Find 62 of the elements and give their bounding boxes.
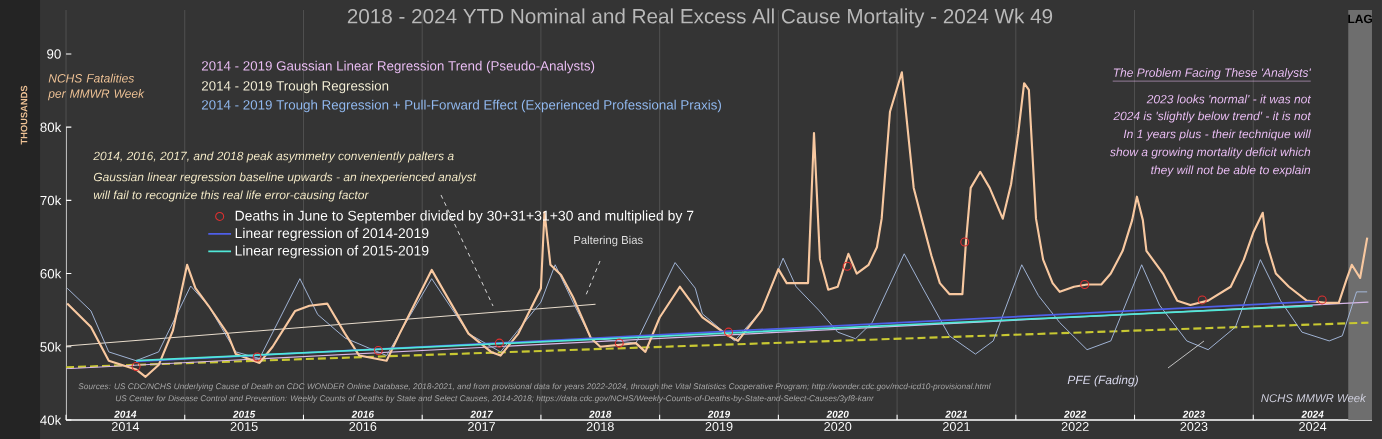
x-tick-label: 2019 bbox=[707, 410, 731, 418]
x2-tick-label: 2024 bbox=[1299, 422, 1327, 431]
x-tick-label: 2020 bbox=[826, 410, 849, 418]
point bbox=[252, 352, 262, 362]
point bbox=[723, 327, 734, 337]
x-tick-label: 2018 bbox=[589, 410, 612, 418]
x-tick-label: 2015 bbox=[232, 410, 256, 418]
annotation: show a growing mortality deficit which bbox=[1110, 147, 1311, 159]
annotation: PFE (Fading) bbox=[1067, 375, 1138, 387]
annotation: US Center for Disease Control and Prevention: Weekly Counts of Deaths by State and Select Causes, 2014-2018; https://data.cdc.gov/NCHS/Weekly-Counts-of-Deaths-by-State-and-Select-Causes/3yf8-kanr bbox=[115, 395, 875, 403]
y-tick-label: 50k bbox=[40, 341, 62, 352]
y-tick-label: 40k bbox=[40, 415, 62, 425]
x-tick-label: 2021 bbox=[945, 410, 968, 418]
annotation: 2014 - 2019 Trough Regression + Pull-Forward Effect (Experienced Professional Praxis) bbox=[201, 99, 721, 113]
annotation: 2014 - 2019 Trough Regression bbox=[201, 80, 389, 94]
x2-tick-label: 2016 bbox=[349, 422, 377, 431]
point bbox=[131, 362, 141, 372]
x2-tick-label: 2023 bbox=[1180, 422, 1208, 431]
y-tick-label: 70k bbox=[40, 195, 62, 206]
x-tick-label: 2024 bbox=[1301, 410, 1324, 418]
annotation: Sources: US CDC/NCHS Underlying Cause of Death on CDC WONDER Online Database, 2018-2021, and from provisional data for years 2022-2024, through the Vital Statistics Cooperative Program; http://wonder.cdc.gov/mcd-icd10-provisional.html bbox=[78, 383, 991, 391]
point bbox=[1197, 295, 1207, 305]
x2-tick-label: 2017 bbox=[468, 422, 496, 431]
point bbox=[1080, 280, 1090, 290]
annotation: 2014, 2016, 2017, and 2018 peak asymmetry conveniently palters a bbox=[93, 151, 454, 163]
legend-label: Linear regression of 2014-2019 bbox=[235, 227, 429, 241]
x-tick-label: 2016 bbox=[351, 410, 374, 418]
x-tick-label: 2017 bbox=[470, 410, 494, 418]
x-axis-title: NCHS MMWR Week bbox=[1261, 393, 1367, 403]
x2-tick-label: 2015 bbox=[230, 422, 258, 431]
x2-tick-label: 2018 bbox=[586, 422, 614, 431]
x2-tick-label: 2014 bbox=[111, 422, 140, 431]
point bbox=[842, 261, 852, 271]
annotation: In 1 years plus - their technique will bbox=[1123, 129, 1311, 141]
annotation: The Problem Facing These 'Analysts' bbox=[1113, 68, 1312, 80]
y-tick-label: 80k bbox=[40, 122, 62, 133]
annotation: 2023 looks 'normal' - it was not bbox=[1146, 94, 1312, 104]
x2-tick-label: 2021 bbox=[942, 422, 970, 431]
y-tick-label: 90 bbox=[47, 49, 61, 59]
annotation: Gaussian linear regression baseline upwards - an inexperienced analyst bbox=[93, 172, 477, 184]
annotation: will fail to recognize this real life error-causing factor bbox=[93, 190, 369, 202]
x2-tick-label: 2022 bbox=[1061, 422, 1089, 431]
y-tick-label: 60k bbox=[40, 268, 62, 279]
point bbox=[494, 338, 504, 348]
chart-title: 2018 - 2024 YTD Nominal and Real Excess All Cause Mortality - 2024 Wk 49 bbox=[347, 8, 1053, 28]
x-tick-label: 2023 bbox=[1182, 410, 1205, 418]
annotation: 2014 - 2019 Gaussian Linear Regression Trend (Pseudo-Analysts) bbox=[201, 60, 595, 74]
annotation: they will not be able to explain bbox=[1151, 165, 1311, 177]
annotation: NCHS Fatalities per MMWR Week bbox=[48, 73, 145, 101]
x2-tick-label: 2019 bbox=[705, 422, 733, 431]
band-label: LAG bbox=[1348, 14, 1373, 24]
x-tick-label: 2022 bbox=[1063, 410, 1087, 418]
y-axis-title: THOUSANDS bbox=[20, 85, 28, 145]
annotation: Paltering Bias bbox=[574, 235, 643, 247]
legend-label: Linear regression of 2015-2019 bbox=[235, 245, 429, 259]
x-tick-label: 2014 bbox=[114, 410, 137, 418]
point bbox=[373, 345, 383, 355]
point bbox=[960, 237, 970, 247]
point bbox=[614, 338, 624, 348]
annotation: 2024 is 'slightly below trend' - it is not bbox=[1113, 111, 1312, 123]
point bbox=[1317, 295, 1327, 305]
x2-tick-label: 2020 bbox=[824, 422, 852, 431]
